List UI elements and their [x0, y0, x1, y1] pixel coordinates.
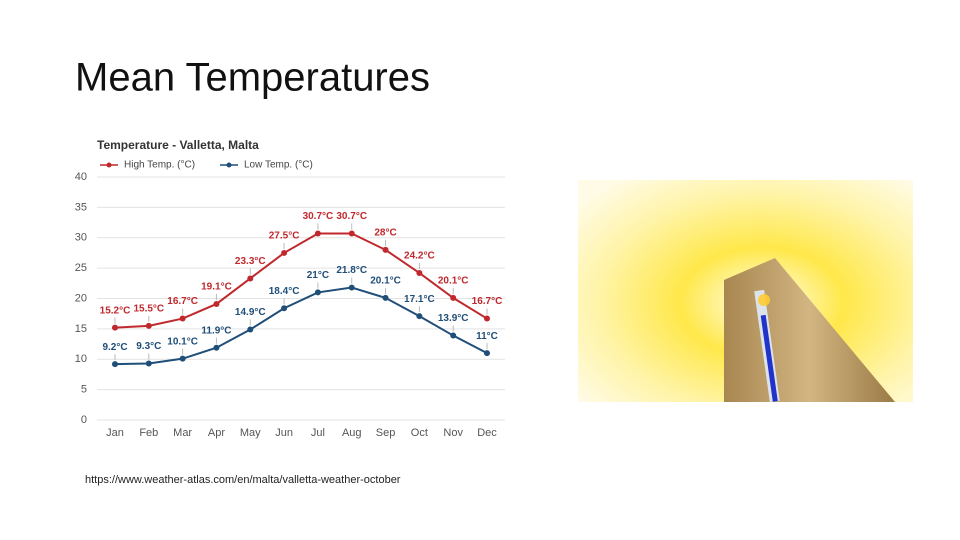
- x-tick-label: May: [240, 427, 261, 439]
- data-label: 10.1°C: [167, 336, 198, 347]
- data-point: [382, 246, 389, 253]
- x-tick-label: Jun: [275, 427, 293, 439]
- data-point: [314, 289, 321, 296]
- data-point: [450, 332, 457, 339]
- thermometer-photo: [578, 180, 913, 403]
- data-point: [281, 305, 288, 312]
- data-label: 18.4°C: [269, 286, 300, 297]
- data-point: [484, 350, 490, 357]
- line-chart: 0 5 10 15 20 25 30 35 40 Jan Feb Mar Apr May Jun Jul Aug…: [75, 160, 505, 439]
- data-point: [213, 300, 220, 307]
- data-label: 21.8°C: [336, 265, 367, 276]
- data-point: [450, 294, 457, 301]
- y-tick-label: 10: [75, 353, 87, 365]
- data-label: 11.9°C: [201, 325, 231, 336]
- data-label: 27.5°C: [269, 231, 300, 242]
- x-tick-label: Jan: [106, 427, 124, 439]
- source-link: https://www.weather-atlas.com/en/malta/v…: [85, 474, 401, 486]
- data-label: 28°C: [374, 228, 396, 239]
- x-tick-label: Dec: [477, 427, 497, 439]
- data-label: 21°C: [307, 270, 329, 281]
- data-label: 16.7°C: [167, 296, 198, 307]
- y-tick-label: 35: [75, 201, 87, 213]
- x-tick-label: Mar: [173, 427, 192, 439]
- data-point: [112, 324, 118, 331]
- x-tick-label: Jul: [311, 427, 325, 439]
- legend-marker: [226, 162, 232, 168]
- legend-label: High Temp. (°C): [124, 160, 195, 171]
- data-label: 15.2°C: [100, 305, 131, 316]
- y-tick-label: 20: [75, 292, 87, 304]
- data-point: [145, 322, 152, 329]
- x-tick-label: Oct: [411, 427, 428, 439]
- y-tick-label: 0: [81, 414, 87, 426]
- data-point: [247, 326, 254, 333]
- data-label: 24.2°C: [404, 251, 435, 262]
- data-point: [179, 315, 186, 322]
- data-point: [348, 230, 355, 237]
- y-tick-label: 5: [81, 384, 87, 396]
- data-label: 20.1°C: [438, 276, 469, 287]
- data-label: 20.1°C: [370, 276, 401, 287]
- y-tick-label: 40: [75, 171, 87, 183]
- data-label: 14.9°C: [235, 307, 266, 318]
- x-tick-label: Feb: [139, 427, 158, 439]
- data-label: 19.1°C: [201, 282, 232, 293]
- data-point: [213, 344, 220, 351]
- data-label: 9.3°C: [136, 341, 161, 352]
- data-point: [382, 294, 389, 301]
- y-tick-label: 30: [75, 232, 87, 244]
- y-tick-label: 25: [75, 262, 87, 274]
- data-point: [348, 284, 355, 291]
- data-point: [145, 360, 152, 367]
- legend-marker: [106, 162, 112, 168]
- data-label: 11°C: [476, 331, 498, 342]
- slide-title: Mean Temperatures: [75, 56, 430, 100]
- data-point: [281, 249, 288, 256]
- data-label: 30.7°C: [336, 211, 367, 222]
- x-tick-label: Nov: [443, 427, 463, 439]
- series-line: [114, 286, 488, 366]
- data-point: [314, 230, 321, 237]
- data-label: 16.7°C: [472, 296, 503, 307]
- data-point: [484, 315, 490, 322]
- data-point: [112, 361, 118, 368]
- data-label: 23.3°C: [235, 256, 266, 267]
- data-point: [247, 275, 254, 282]
- x-tick-label: Apr: [208, 427, 225, 439]
- legend-label: Low Temp. (°C): [244, 160, 313, 171]
- data-point: [416, 313, 423, 320]
- data-label: 9.2°C: [102, 342, 127, 353]
- chart-title: Temperature - Valletta, Malta: [97, 138, 259, 152]
- data-point: [416, 269, 423, 276]
- data-label: 17.1°C: [404, 294, 435, 305]
- series-line: [114, 232, 488, 329]
- data-label: 15.5°C: [133, 303, 164, 314]
- y-tick-label: 15: [75, 323, 87, 335]
- x-tick-label: Aug: [342, 427, 362, 439]
- x-tick-label: Sep: [376, 427, 396, 439]
- data-point: [179, 355, 186, 362]
- data-label: 30.7°C: [303, 211, 334, 222]
- data-label: 13.9°C: [438, 313, 469, 324]
